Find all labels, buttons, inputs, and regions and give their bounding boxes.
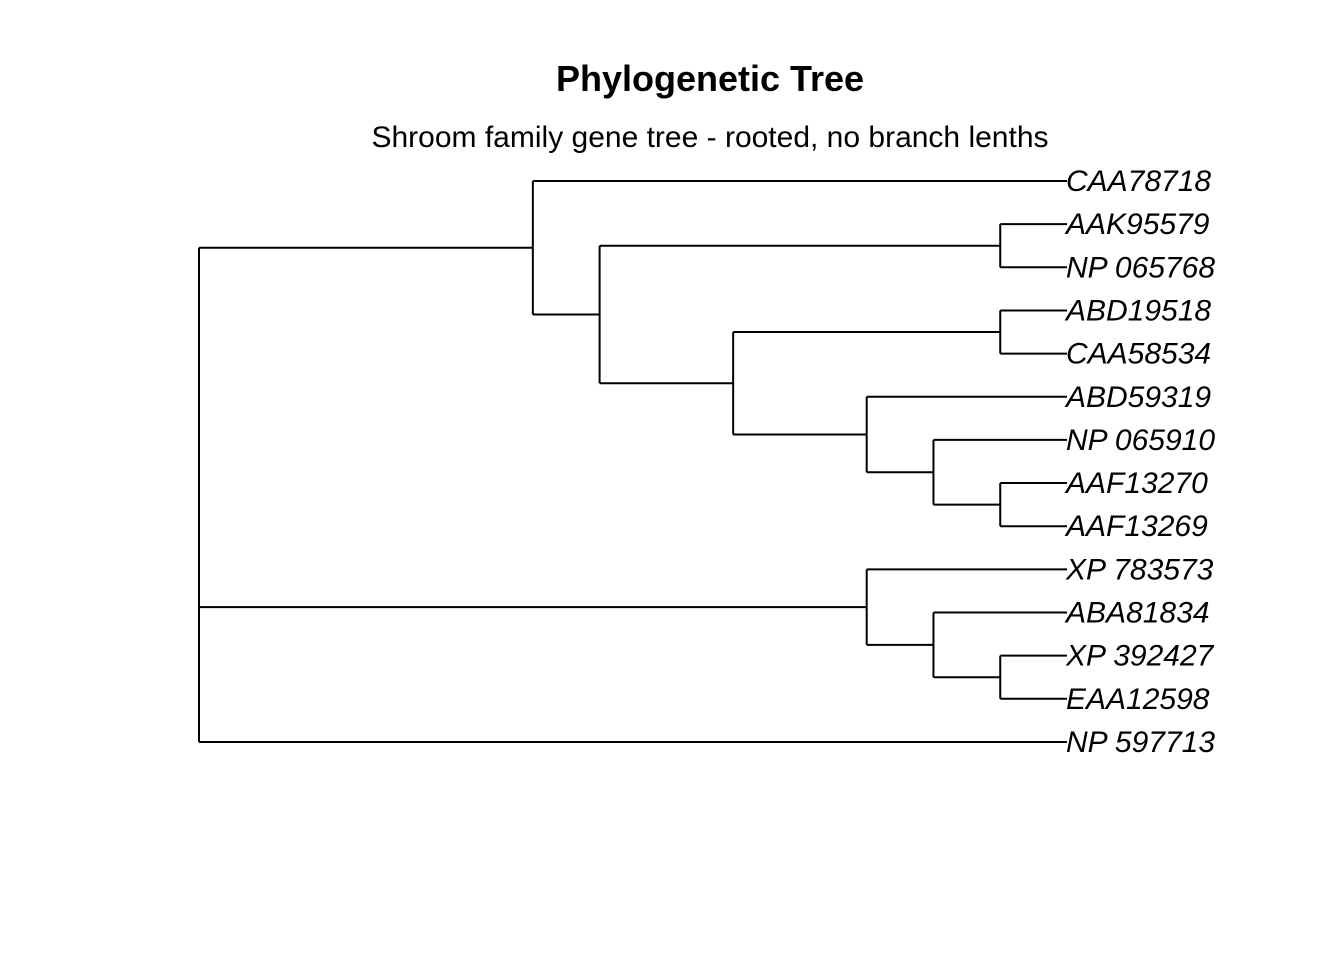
tip-label: AAK95579 (1064, 208, 1210, 241)
diagram-title: Phylogenetic Tree (555, 58, 865, 99)
tip-label: ABD19518 (1064, 294, 1211, 327)
tip-label: ABD59319 (1064, 381, 1211, 414)
tip-label: EAA12598 (1066, 683, 1210, 716)
tip-label: NP 065910 (1066, 424, 1215, 457)
tip-label: NP 065768 (1066, 251, 1215, 284)
tip-label: CAA78718 (1066, 165, 1211, 198)
tip-label: AAF13270 (1064, 467, 1208, 500)
tip-label: XP 783573 (1065, 553, 1214, 586)
tip-label: XP 392427 (1065, 640, 1215, 673)
tip-label: AAF13269 (1064, 510, 1208, 543)
tip-label: CAA58534 (1066, 338, 1211, 371)
tip-label: ABA81834 (1064, 597, 1209, 630)
diagram-subtitle: Shroom family gene tree - rooted, no bra… (371, 121, 1049, 154)
tip-label: NP 597713 (1066, 726, 1215, 759)
